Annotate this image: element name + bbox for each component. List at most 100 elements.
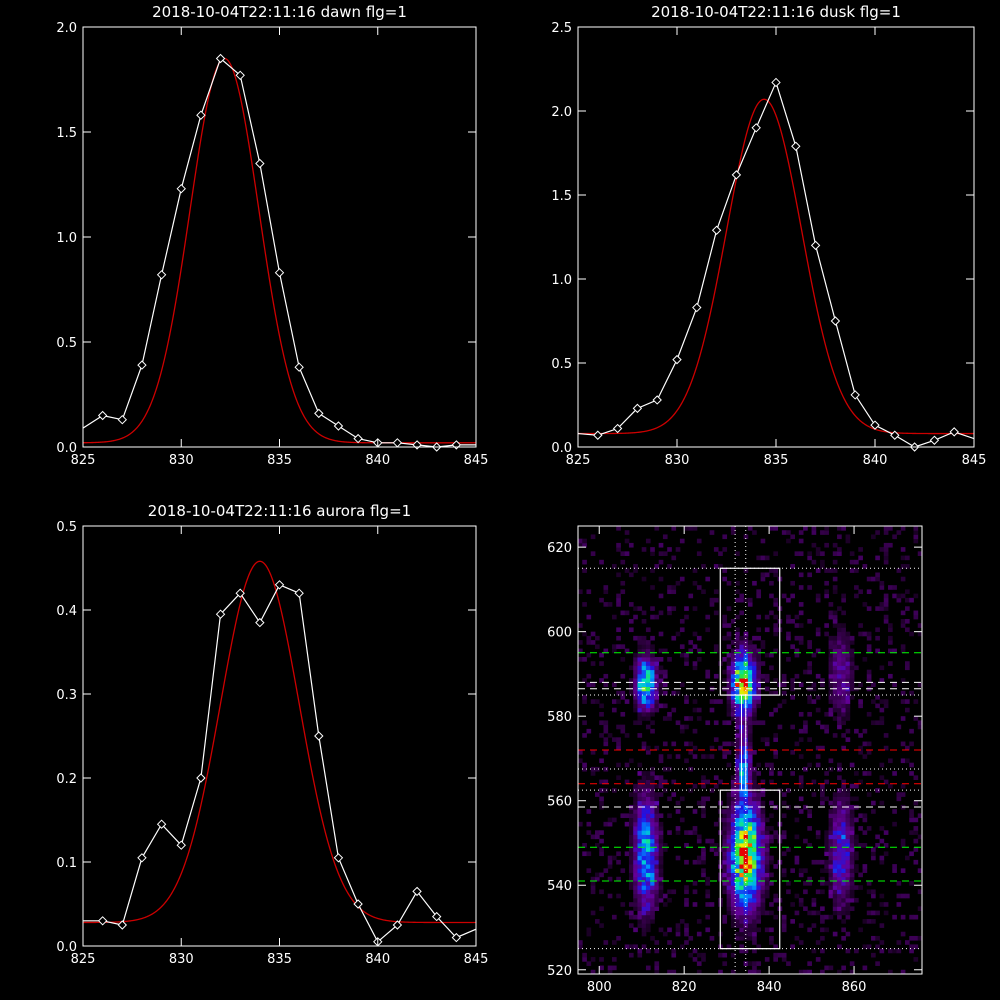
heatmap-cell bbox=[824, 526, 829, 531]
heatmap-cell bbox=[684, 657, 689, 662]
heatmap-cell bbox=[735, 897, 740, 903]
data-point bbox=[711, 225, 722, 235]
heatmap-cell bbox=[692, 728, 698, 734]
heatmap-cell bbox=[769, 580, 774, 586]
heatmap-cell bbox=[611, 564, 617, 569]
heatmap-cell bbox=[811, 686, 817, 692]
heatmap-cell bbox=[849, 876, 855, 882]
heatmap-cell bbox=[794, 859, 800, 865]
heatmap-cell bbox=[756, 593, 762, 599]
heatmap-cell bbox=[883, 547, 889, 552]
heatmap-cell bbox=[845, 669, 851, 675]
heatmap-cell bbox=[866, 792, 872, 797]
heatmap-cell bbox=[841, 707, 846, 713]
heatmap-cell bbox=[811, 542, 817, 548]
heatmap-cell bbox=[726, 838, 732, 844]
heatmap-cell bbox=[594, 876, 600, 882]
heatmap-cell bbox=[875, 572, 880, 578]
heatmap-cell bbox=[883, 597, 889, 603]
heatmap-cell bbox=[735, 881, 740, 886]
heatmap-cell bbox=[828, 868, 834, 873]
heatmap-cell bbox=[730, 657, 736, 662]
heatmap-cell bbox=[641, 788, 647, 793]
heatmap-cell bbox=[645, 686, 651, 692]
heatmap-cell bbox=[807, 695, 812, 700]
heatmap-cell bbox=[828, 682, 834, 688]
heatmap-cell bbox=[641, 944, 647, 950]
heatmap-cell bbox=[900, 838, 906, 844]
heatmap-cell bbox=[841, 623, 846, 628]
heatmap-cell bbox=[650, 678, 655, 683]
heatmap-cell bbox=[815, 859, 821, 865]
heatmap-cell bbox=[841, 716, 846, 721]
heatmap-cell bbox=[650, 547, 655, 552]
heatmap-cell bbox=[641, 652, 647, 658]
data-point bbox=[196, 110, 206, 120]
heatmap-cell bbox=[743, 897, 749, 903]
heatmap-cell bbox=[841, 855, 846, 861]
heatmap-cell bbox=[849, 872, 855, 878]
heatmap-cell bbox=[722, 813, 728, 819]
heatmap-cell bbox=[713, 847, 719, 852]
heatmap-cell bbox=[624, 851, 630, 857]
heatmap-cell bbox=[582, 957, 587, 962]
heatmap-cell bbox=[900, 623, 906, 628]
heatmap-cell bbox=[875, 788, 880, 793]
heatmap-cell bbox=[917, 813, 923, 819]
heatmap-cell bbox=[637, 690, 643, 696]
heatmap-cell bbox=[760, 847, 766, 852]
heatmap-cell bbox=[637, 906, 643, 912]
heatmap-cell bbox=[645, 868, 651, 873]
heatmap-cell bbox=[730, 796, 736, 802]
heatmap-cell bbox=[803, 804, 808, 810]
heatmap-cell bbox=[739, 800, 745, 806]
heatmap-cell bbox=[735, 906, 740, 912]
heatmap-cell bbox=[709, 699, 715, 704]
heatmap-cell bbox=[650, 876, 655, 882]
heatmap-cell bbox=[730, 847, 736, 852]
heatmap-cell bbox=[803, 906, 808, 912]
heatmap-cell bbox=[735, 720, 740, 726]
heatmap-cell bbox=[828, 640, 834, 645]
heatmap-cell bbox=[713, 644, 719, 649]
heatmap-cell bbox=[845, 885, 851, 890]
heatmap-cell bbox=[841, 872, 846, 878]
heatmap-cell bbox=[730, 809, 736, 814]
heatmap-cell bbox=[637, 830, 643, 835]
heatmap-cell bbox=[760, 813, 766, 819]
heatmap-cell bbox=[599, 559, 604, 565]
heatmap-cell bbox=[828, 635, 834, 641]
heatmap-cell bbox=[752, 792, 757, 797]
heatmap-cell bbox=[726, 851, 732, 857]
heatmap-cell bbox=[722, 669, 728, 675]
data-point bbox=[431, 911, 442, 922]
heatmap-cell bbox=[790, 580, 795, 586]
heatmap-cell bbox=[845, 695, 851, 700]
heatmap-cell bbox=[905, 707, 910, 713]
heatmap-cell bbox=[756, 614, 762, 620]
heatmap-cell bbox=[866, 648, 872, 654]
heatmap-cell bbox=[667, 716, 672, 721]
heatmap-cell bbox=[752, 902, 757, 907]
heatmap-cell bbox=[781, 834, 787, 840]
heatmap-cell bbox=[641, 779, 647, 785]
heatmap-cell bbox=[701, 952, 706, 958]
heatmap-cell bbox=[667, 830, 672, 835]
heatmap-cell bbox=[747, 597, 753, 603]
heatmap-cell bbox=[900, 547, 906, 552]
heatmap-cell bbox=[633, 652, 638, 658]
heatmap-cell bbox=[730, 775, 736, 780]
x-tick-label: 835 bbox=[764, 453, 789, 468]
heatmap-cell bbox=[735, 669, 740, 675]
heatmap-cell bbox=[871, 851, 876, 857]
heatmap-cell bbox=[892, 648, 897, 654]
heatmap-cell bbox=[650, 665, 655, 671]
heatmap-cell bbox=[611, 737, 617, 742]
heatmap-cell bbox=[735, 762, 740, 768]
heatmap-cell bbox=[828, 652, 834, 658]
heatmap-cell bbox=[739, 838, 745, 844]
heatmap-cell bbox=[594, 792, 600, 797]
heatmap-cell bbox=[849, 855, 855, 861]
heatmap-cell bbox=[709, 842, 715, 848]
heatmap-cell bbox=[905, 597, 910, 603]
